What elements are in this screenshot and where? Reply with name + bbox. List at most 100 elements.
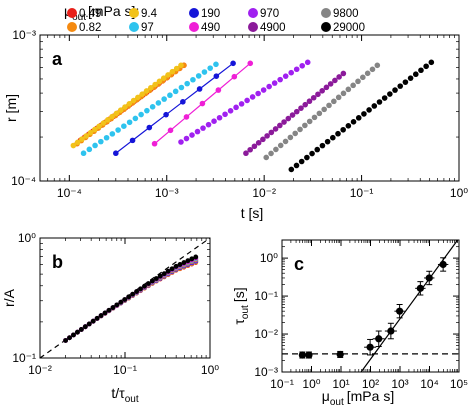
data-point bbox=[167, 127, 174, 134]
panel-c-ytick-label: 10⁻² bbox=[254, 327, 278, 341]
data-point bbox=[260, 136, 266, 143]
data-point bbox=[100, 120, 107, 126]
data-point bbox=[249, 94, 256, 100]
series-line bbox=[115, 62, 234, 154]
legend-label: 29000 bbox=[333, 22, 365, 34]
data-point bbox=[335, 130, 341, 137]
legend-marker bbox=[129, 8, 139, 18]
data-point bbox=[195, 73, 202, 79]
data-point bbox=[293, 66, 300, 73]
data-point bbox=[180, 99, 186, 105]
data-point bbox=[332, 77, 338, 84]
data-point bbox=[109, 113, 115, 120]
data-point bbox=[181, 260, 187, 265]
data-point bbox=[423, 63, 429, 70]
data-point bbox=[165, 268, 171, 274]
data-point bbox=[184, 80, 190, 87]
legend-label: 190 bbox=[201, 8, 220, 20]
data-point bbox=[207, 65, 213, 71]
data-point bbox=[172, 88, 179, 95]
panel-c-xtick-label: 10⁰ bbox=[302, 377, 320, 391]
data-point bbox=[277, 76, 283, 83]
data-point bbox=[243, 150, 249, 157]
data-point bbox=[311, 114, 318, 121]
data-point bbox=[138, 286, 143, 292]
series-9800 bbox=[263, 62, 381, 161]
data-point bbox=[142, 283, 147, 289]
data-point bbox=[319, 142, 326, 149]
data-point bbox=[293, 162, 300, 169]
data-point bbox=[297, 126, 303, 133]
data-point bbox=[130, 291, 136, 297]
data-point bbox=[285, 115, 292, 122]
data-point bbox=[213, 61, 219, 68]
data-point bbox=[109, 131, 116, 137]
data-point bbox=[135, 94, 141, 101]
data-point bbox=[315, 91, 321, 98]
data-point bbox=[196, 86, 203, 92]
data-point bbox=[288, 166, 295, 173]
data-point bbox=[439, 260, 447, 269]
data-point bbox=[98, 138, 104, 145]
panel-a-label: a bbox=[52, 49, 63, 69]
legend-label: 0.49 bbox=[79, 8, 101, 20]
data-point bbox=[63, 338, 68, 343]
data-point bbox=[314, 146, 321, 153]
data-point bbox=[326, 102, 332, 109]
data-point bbox=[263, 154, 270, 161]
panel-b-ytick-label: 10⁻¹ bbox=[12, 351, 36, 365]
data-point bbox=[151, 140, 158, 147]
data-point bbox=[189, 256, 195, 262]
panel-c-ylabel: τout[s] bbox=[231, 287, 251, 324]
panel-a-xtick-label: 10⁻³ bbox=[155, 186, 179, 200]
panel-b-xlabel: t/τout bbox=[111, 385, 138, 405]
data-point bbox=[387, 327, 395, 335]
data-point bbox=[152, 81, 158, 88]
data-point bbox=[273, 146, 279, 153]
panel-c-ytick-label: 10⁻¹ bbox=[254, 289, 278, 303]
data-point bbox=[122, 104, 128, 110]
panel-a-ticks: 10⁻⁴ 10⁻³ 10⁻² 10⁻¹ 10⁰ 10⁻⁴ 10⁻³ bbox=[11, 28, 468, 200]
data-point bbox=[375, 335, 383, 343]
data-point bbox=[397, 83, 404, 89]
data-point bbox=[165, 72, 171, 78]
data-point bbox=[92, 126, 98, 133]
data-point bbox=[161, 271, 167, 277]
data-point bbox=[118, 299, 124, 305]
data-point bbox=[104, 117, 111, 123]
data-point bbox=[247, 146, 253, 153]
data-point bbox=[201, 69, 208, 75]
data-point bbox=[264, 133, 270, 139]
data-point bbox=[416, 284, 424, 292]
data-point bbox=[230, 60, 236, 67]
legend-marker bbox=[321, 22, 331, 32]
data-point bbox=[146, 281, 151, 286]
data-point bbox=[178, 62, 184, 69]
data-point bbox=[272, 126, 279, 132]
panel-b-ylabel: r/A bbox=[1, 288, 17, 307]
data-point bbox=[122, 297, 128, 302]
tau-point bbox=[305, 351, 313, 359]
tau-point bbox=[437, 257, 449, 272]
reference-line bbox=[39, 237, 211, 359]
data-point bbox=[178, 139, 184, 145]
data-point bbox=[134, 289, 139, 294]
data-point bbox=[268, 129, 275, 136]
data-point bbox=[149, 278, 155, 284]
data-point bbox=[173, 263, 179, 269]
data-point bbox=[298, 158, 305, 165]
data-point bbox=[94, 315, 100, 321]
legend: μout[mPa s]: 0.499.419097098000.82974904… bbox=[64, 3, 365, 34]
data-point bbox=[331, 98, 337, 105]
tau-point bbox=[336, 350, 344, 359]
data-point bbox=[169, 68, 176, 75]
data-point bbox=[321, 106, 327, 113]
legend-label: 970 bbox=[260, 8, 279, 20]
data-point bbox=[268, 150, 274, 157]
legend-label: 4900 bbox=[260, 22, 286, 34]
data-point bbox=[293, 108, 300, 115]
data-point bbox=[139, 91, 146, 97]
data-point bbox=[75, 329, 80, 335]
data-point bbox=[255, 140, 262, 146]
data-point bbox=[96, 123, 102, 130]
